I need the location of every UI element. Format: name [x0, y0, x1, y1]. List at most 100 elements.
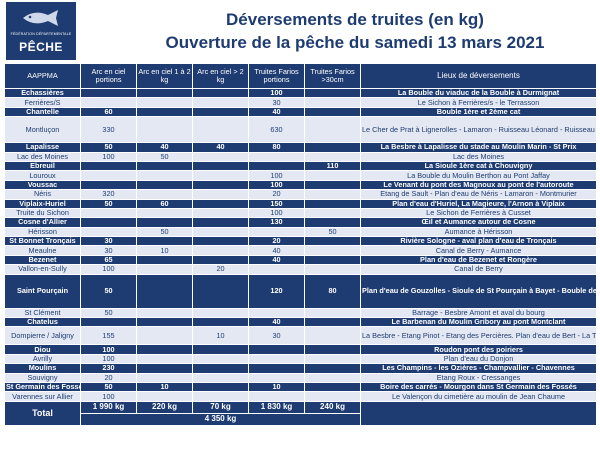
table-row: Saint Pourçain 50 120 80 Plan d'eau de Gouzo…	[4, 273, 597, 309]
aappma-cell: Dompierre / Jaligny	[4, 326, 81, 346]
arc-1-2kg-cell	[136, 97, 193, 108]
table-body: Echassières 100 La Bouble du viaduc de la …	[4, 87, 597, 402]
fario-portions-cell	[248, 353, 305, 365]
lieu-cell: Le Cher de Prat à Lignerolles - Lamaron …	[360, 116, 597, 144]
table-row: Diou 100 Roudon pont des poiriers	[4, 344, 597, 355]
aappma-cell: Lac des Moines	[4, 151, 81, 162]
fario-30cm-cell	[304, 170, 361, 181]
total-fario-30cm: 240 kg	[304, 400, 361, 414]
fario-30cm-cell	[304, 381, 361, 393]
fario-30cm-cell	[304, 116, 361, 144]
lieu-cell: Barrage - Besbre Amont et aval du bourg	[360, 307, 597, 319]
lieu-cell: Plan d'eau de Bezenet et Rongère	[360, 254, 597, 266]
fario-30cm-cell	[304, 236, 361, 247]
fario-30cm-cell	[304, 264, 361, 275]
table-row: Varennes sur Allier 100 Le Valençon du cim…	[4, 391, 597, 402]
arc-portions-cell: 50	[80, 381, 137, 393]
arc-2kg-cell	[192, 273, 249, 309]
fario-portions-cell	[248, 391, 305, 402]
arc-portions-cell: 100	[80, 353, 137, 365]
arc-2kg-cell	[192, 226, 249, 238]
fario-30cm-cell	[304, 217, 361, 228]
lieu-cell: Plan d'eau d'Huriel, La Magieure, l'Arno…	[360, 198, 597, 209]
arc-1-2kg-cell	[136, 217, 193, 228]
lieu-cell: Le Valençon du cimetière au moulin de Je…	[360, 391, 597, 402]
arc-1-2kg-cell	[136, 116, 193, 144]
lieu-cell: Canal de Berry - Aumance	[360, 245, 597, 256]
arc-portions-cell	[80, 217, 137, 228]
fario-30cm-cell	[304, 307, 361, 319]
arc-1-2kg-cell	[136, 87, 193, 99]
arc-1-2kg-cell: 40	[136, 142, 193, 153]
arc-2kg-cell	[192, 179, 249, 191]
aappma-cell: St Bonnet Tronçais	[4, 236, 81, 247]
table-row: Voussac 100 Le Venant du pont des Magnoux …	[4, 179, 597, 191]
arc-2kg-cell	[192, 363, 249, 374]
fario-portions-cell: 30	[248, 97, 305, 108]
arc-1-2kg-cell	[136, 189, 193, 200]
arc-1-2kg-cell	[136, 236, 193, 247]
aappma-cell: Souvigny	[4, 372, 81, 384]
lieu-cell: Plan d'eau du Donjon	[360, 353, 597, 365]
arc-portions-cell: 30	[80, 236, 137, 247]
arc-1-2kg-cell	[136, 326, 193, 346]
table-row: Chantelle 60 40 Bouble 1ère et 2ème cat	[4, 106, 597, 118]
arc-2kg-cell	[192, 381, 249, 393]
lieu-cell: Le Sichon de Ferrières à Cusset	[360, 207, 597, 219]
header-arc-1-2kg: Arc en ciel 1 à 2 kg	[136, 63, 193, 89]
lieu-cell: Le Sichon à Ferrières/s - le Terrasson	[360, 97, 597, 108]
lieu-cell: Lac des Moines	[360, 151, 597, 162]
arc-portions-cell: 100	[80, 391, 137, 402]
aappma-cell: Diou	[4, 344, 81, 355]
fario-30cm-cell	[304, 326, 361, 346]
fario-portions-cell: 100	[248, 87, 305, 99]
table-row: Echassières 100 La Bouble du viaduc de la …	[4, 87, 597, 99]
aappma-cell: Avrilly	[4, 353, 81, 365]
aappma-cell: Truite du Sichon	[4, 207, 81, 219]
total-fario-portions: 1 830 kg	[248, 400, 305, 414]
arc-2kg-cell	[192, 198, 249, 209]
arc-1-2kg-cell: 60	[136, 198, 193, 209]
fario-30cm-cell: 80	[304, 273, 361, 309]
table-row: Hérisson 50 50 Aumance à Hérisson	[4, 226, 597, 238]
fario-30cm-cell	[304, 151, 361, 162]
arc-1-2kg-cell: 50	[136, 151, 193, 162]
fario-portions-cell: 630	[248, 116, 305, 144]
fario-portions-cell: 100	[248, 170, 305, 181]
arc-portions-cell: 330	[80, 116, 137, 144]
aappma-cell: Ferrières/S	[4, 97, 81, 108]
arc-portions-cell: 60	[80, 106, 137, 118]
grand-total: 4 350 kg	[80, 412, 361, 426]
fario-portions-cell: 130	[248, 217, 305, 228]
fario-portions-cell: 40	[248, 106, 305, 118]
lieu-cell: Etang Roux - Cressanges	[360, 372, 597, 384]
arc-2kg-cell: 20	[192, 264, 249, 275]
logo-small-text: FÉDÉRATION DÉPARTEMENTALE	[10, 32, 72, 36]
arc-portions-cell	[80, 97, 137, 108]
federation-logo: FÉDÉRATION DÉPARTEMENTALE PÊCHE	[6, 2, 76, 60]
fario-portions-cell	[248, 226, 305, 238]
arc-1-2kg-cell	[136, 317, 193, 328]
arc-1-2kg-cell	[136, 391, 193, 402]
fario-portions-cell: 20	[248, 236, 305, 247]
fario-portions-cell: 40	[248, 245, 305, 256]
arc-2kg-cell	[192, 116, 249, 144]
arc-1-2kg-cell	[136, 254, 193, 266]
header-fario-30cm: Truites Farios >30cm	[304, 63, 361, 89]
arc-portions-cell: 30	[80, 245, 137, 256]
arc-portions-cell	[80, 207, 137, 219]
lieu-cell: Œil et Aumance autour de Cosne	[360, 217, 597, 228]
aappma-cell: Bezenet	[4, 254, 81, 266]
lieu-cell: Bouble 1ère et 2ème cat	[360, 106, 597, 118]
fario-portions-cell	[248, 372, 305, 384]
table-row: Chatelus 40 Le Barbenan du Moulin Gribory …	[4, 317, 597, 328]
table-header-row: AAPPMA Arc en ciel portions Arc en ciel …	[4, 63, 597, 89]
arc-1-2kg-cell	[136, 344, 193, 355]
lieu-cell: Rivière Sologne - aval plan d'eau de Tro…	[360, 236, 597, 247]
aappma-cell: Chantelle	[4, 106, 81, 118]
arc-1-2kg-cell	[136, 160, 193, 172]
fario-30cm-cell	[304, 353, 361, 365]
aappma-cell: Hérisson	[4, 226, 81, 238]
arc-2kg-cell	[192, 353, 249, 365]
fario-portions-cell	[248, 151, 305, 162]
